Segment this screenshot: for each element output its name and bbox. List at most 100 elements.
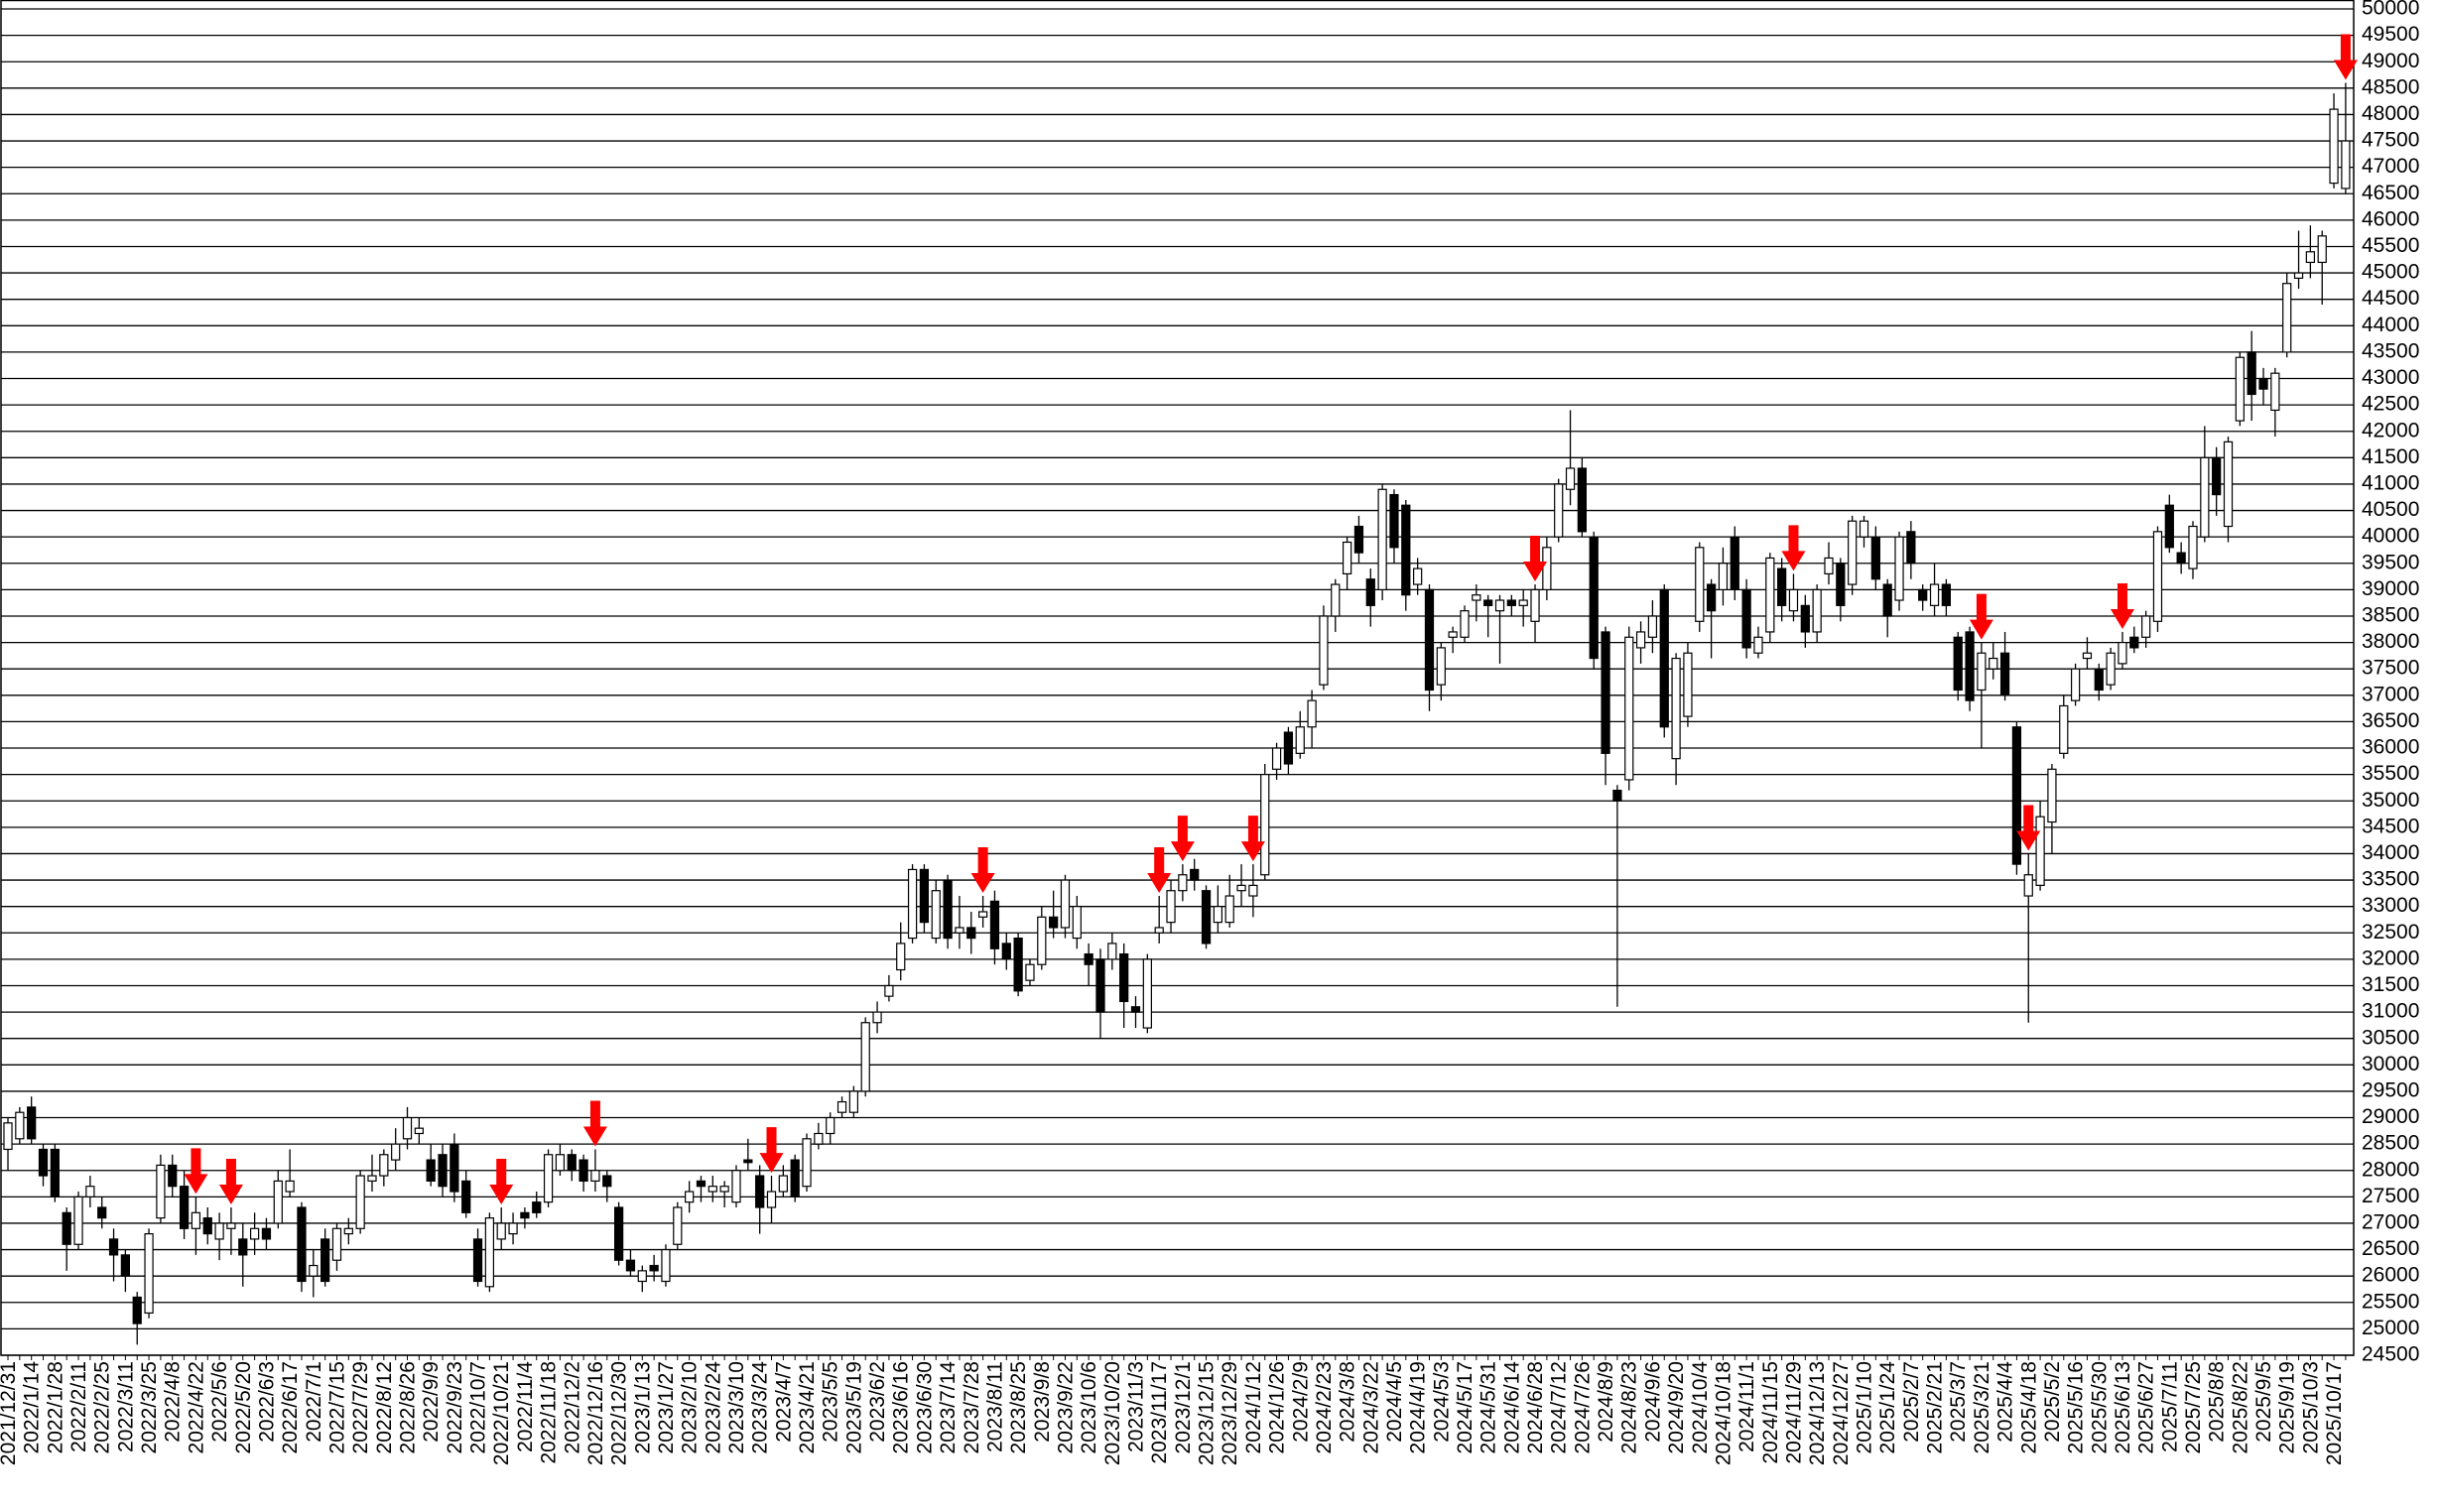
x-tick-label: 2022/6/17 xyxy=(279,1361,302,1453)
candle-body xyxy=(2141,615,2151,638)
candle-body xyxy=(2305,251,2316,264)
x-tick-label: 2025/4/4 xyxy=(1994,1361,2017,1443)
x-tick-label: 2025/3/21 xyxy=(1971,1361,1993,1453)
candle-body xyxy=(2152,531,2163,622)
x-tick-label: 2024/5/31 xyxy=(1477,1361,1500,1453)
candle-body xyxy=(2082,652,2093,660)
y-tick-label: 31000 xyxy=(2362,1000,2419,1023)
y-tick-label: 25500 xyxy=(2362,1290,2419,1313)
x-tick-label: 2022/2/25 xyxy=(91,1361,114,1453)
candle-body xyxy=(1095,958,1105,1013)
candle-body xyxy=(414,1127,424,1135)
x-tick-label: 2023/12/1 xyxy=(1172,1361,1195,1453)
candle-body xyxy=(2282,283,2292,353)
signal-arrow xyxy=(1147,847,1172,894)
x-tick-label: 2024/6/28 xyxy=(1524,1361,1547,1453)
y-tick-label: 34000 xyxy=(2362,841,2419,864)
x-tick-label: 2022/9/23 xyxy=(444,1361,466,1453)
y-tick-label: 39500 xyxy=(2362,551,2419,573)
y-tick-label: 49500 xyxy=(2362,23,2419,46)
candle-body xyxy=(214,1222,224,1240)
x-tick-label: 2022/12/2 xyxy=(561,1361,583,1453)
grid xyxy=(0,0,2355,1360)
candle-body xyxy=(168,1164,178,1188)
candle-body xyxy=(1013,937,1023,992)
y-tick-label: 35000 xyxy=(2362,789,2419,812)
x-tick-label: 2022/7/1 xyxy=(303,1361,325,1443)
y-tick-label: 34500 xyxy=(2362,815,2419,837)
y-tick-label: 48500 xyxy=(2362,75,2419,98)
candle-body xyxy=(1307,699,1317,728)
candle-body xyxy=(778,1175,788,1193)
x-tick-label: 2024/2/23 xyxy=(1313,1361,1336,1453)
candle-body xyxy=(1577,467,1588,533)
candle-body xyxy=(2094,668,2104,692)
candle-body xyxy=(508,1222,518,1235)
y-tick-label: 27500 xyxy=(2362,1185,2419,1207)
candle-body xyxy=(1072,906,1082,940)
candle-body xyxy=(73,1196,83,1245)
candle-body xyxy=(590,1170,600,1182)
x-tick-label: 2024/1/26 xyxy=(1266,1361,1289,1453)
candle-body xyxy=(1918,588,1928,601)
candle-body xyxy=(343,1227,353,1235)
candle-body xyxy=(1025,963,1035,981)
candle-body xyxy=(1601,631,1610,754)
candle-body xyxy=(1683,652,1693,717)
candle-body xyxy=(1906,531,1916,565)
candle-body xyxy=(2023,874,2033,897)
candle-body xyxy=(966,927,976,940)
candle-body xyxy=(62,1211,71,1245)
y-tick-label: 26500 xyxy=(2362,1237,2419,1260)
candle-body xyxy=(766,1191,777,1208)
candle-body xyxy=(496,1222,506,1240)
candle-body xyxy=(848,1090,859,1113)
candle-body xyxy=(625,1259,636,1272)
x-tick-label: 2022/3/11 xyxy=(114,1361,137,1452)
y-tick-label: 24500 xyxy=(2362,1343,2419,1366)
y-tick-label: 33500 xyxy=(2362,868,2419,891)
candle-body xyxy=(826,1116,835,1135)
signal-arrow xyxy=(1240,816,1265,862)
candle-body xyxy=(790,1159,800,1197)
candle-body xyxy=(919,868,930,924)
candle-body xyxy=(1929,583,1940,606)
candle-body xyxy=(1999,652,2010,696)
candle-body xyxy=(555,1154,566,1172)
candle-body xyxy=(1342,541,1352,575)
x-tick-label: 2024/10/4 xyxy=(1689,1361,1712,1454)
x-tick-label: 2023/10/6 xyxy=(1078,1361,1100,1453)
x-tick-label: 2025/10/17 xyxy=(2323,1361,2346,1465)
x-tick-label: 2023/2/10 xyxy=(679,1361,702,1453)
y-tick-label: 44500 xyxy=(2362,287,2419,310)
candle-body xyxy=(814,1132,824,1145)
candle-body xyxy=(1848,520,1858,585)
x-tick-label: 2025/2/7 xyxy=(1900,1361,1923,1443)
candle-body xyxy=(1142,958,1152,1029)
candle-body xyxy=(2258,377,2268,390)
plot-frame xyxy=(0,0,2355,1356)
candle-body xyxy=(1542,547,1552,590)
x-tick-label: 2023/2/24 xyxy=(702,1361,724,1454)
x-tick-label: 2023/9/8 xyxy=(1031,1361,1054,1443)
candle-body xyxy=(1870,536,1880,580)
signal-arrow xyxy=(2016,805,2041,851)
x-tick-label: 2022/2/11 xyxy=(67,1361,90,1452)
candle-body xyxy=(331,1227,342,1261)
x-tick-label: 2024/1/12 xyxy=(1242,1361,1265,1453)
candle-body xyxy=(1353,525,1364,554)
candle-body xyxy=(613,1206,624,1261)
x-tick-label: 2025/3/7 xyxy=(1947,1361,1970,1443)
candle-body xyxy=(226,1222,236,1229)
x-tick-label: 2025/5/30 xyxy=(2088,1361,2111,1453)
candle-body xyxy=(2129,636,2139,649)
candle-body xyxy=(2293,272,2304,279)
candle-body xyxy=(896,943,906,971)
x-tick-label: 2025/1/10 xyxy=(1854,1361,1876,1453)
candle-body xyxy=(1365,578,1375,606)
x-tick-label: 2024/12/13 xyxy=(1806,1361,1829,1465)
candle-body xyxy=(1190,868,1200,881)
candle-body xyxy=(2059,704,2069,754)
candle-body xyxy=(1260,774,1270,876)
y-tick-label: 32500 xyxy=(2362,921,2419,944)
